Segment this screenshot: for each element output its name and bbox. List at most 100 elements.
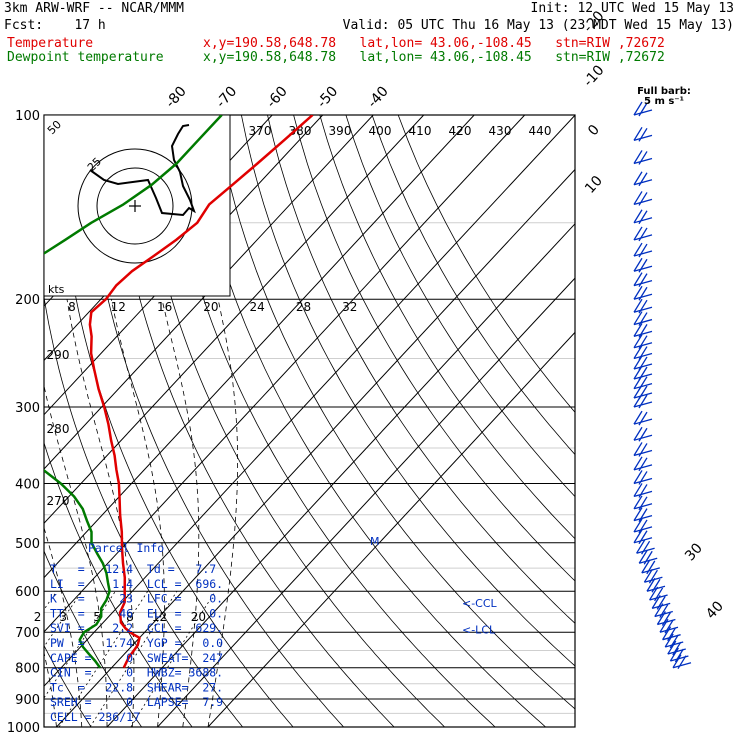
isotherm-line <box>207 331 575 727</box>
lcl-marker: <-LCL <box>462 624 496 637</box>
dry-adiabat <box>293 115 575 582</box>
isotherm-label: -80 <box>163 83 190 111</box>
wind-barb <box>633 384 653 400</box>
moist-adiabat <box>44 384 108 727</box>
dry-adiabat <box>44 644 92 727</box>
dry-adiabat <box>214 115 575 710</box>
parcel-info-row: T = 12.4 Td = 7.7 <box>50 562 216 576</box>
isotherm-label: -70 <box>213 83 240 111</box>
dry-adiabat <box>84 115 344 727</box>
theta-label: 390 <box>329 124 352 138</box>
wind-barb <box>633 495 653 511</box>
isotherm-label: -50 <box>314 83 341 111</box>
isotherm-label: 30 <box>682 540 706 564</box>
isotherm-label: -10 <box>580 62 607 90</box>
wind-barb <box>633 311 653 326</box>
moist-adiabat <box>161 299 200 727</box>
wind-barb <box>633 298 653 314</box>
mixing-ratio-label: 5 <box>93 610 101 624</box>
wind-barb <box>633 345 653 360</box>
isotherm-label: -20 <box>580 8 607 36</box>
theta-label: 400 <box>369 124 392 138</box>
hodograph-speed-label: 16 <box>157 300 172 314</box>
wind-barb <box>633 226 653 242</box>
dry-adiabat <box>44 441 193 727</box>
dry-adiabat <box>371 115 575 456</box>
isotherm-label: 10 <box>582 173 606 197</box>
mixing-ratio-line <box>130 590 216 727</box>
parcel-info-row: Tc = 22.8 SHEAR= 27. <box>50 680 223 694</box>
hodograph-speed-label: 24 <box>250 300 265 314</box>
mixing-ratio-label: 12 <box>152 610 167 624</box>
wind-barb <box>633 171 653 187</box>
dewpoint-location-info: x,y=190.58,648.78 lat,lon= 43.06,-108.45… <box>203 50 665 65</box>
parcel-info-row: CELL = 236/17 <box>50 710 140 724</box>
pressure-tick-label: 100 <box>15 109 40 124</box>
pressure-tick-label: 600 <box>15 585 40 600</box>
isotherm-line <box>44 115 526 633</box>
hodograph-speed-label: 28 <box>296 300 311 314</box>
mixing-ratio-label: 8 <box>126 610 134 624</box>
theta-label: 420 <box>449 124 472 138</box>
isotherm-line <box>106 223 575 727</box>
pressure-tick-label: 300 <box>15 401 40 416</box>
moist-adiabat <box>207 299 238 727</box>
wind-barb <box>633 518 653 534</box>
wind-barb <box>638 549 658 565</box>
wind-barb <box>633 456 653 472</box>
isotherm-label: 0 <box>585 122 603 139</box>
wind-barb <box>633 285 653 301</box>
pressure-tick-label: 1000 <box>7 721 40 736</box>
dry-adiabat <box>267 115 575 624</box>
theta-label: 370 <box>249 124 272 138</box>
wind-barb <box>633 334 653 350</box>
wind-barb <box>633 529 653 545</box>
pressure-tick-label: 800 <box>15 662 40 677</box>
dry-adiabat <box>136 115 445 727</box>
wind-barb <box>633 257 653 273</box>
temperature-profile-line <box>88 115 314 669</box>
mixing-ratio-line <box>58 590 149 727</box>
parcel-info-row: PW = 1.74 YGP = 0.0 <box>50 636 223 650</box>
moist-adiabat <box>66 299 135 727</box>
dry-adiabat <box>397 115 575 413</box>
parcel-info-row: CAPE = 0 SWEAT= 247 <box>50 651 223 665</box>
wind-barb <box>641 559 660 575</box>
isotherm-line <box>44 115 374 470</box>
dry-adiabat <box>110 115 395 727</box>
parcel-info-title: Parcel Info <box>88 541 164 555</box>
wind-barb <box>633 470 653 485</box>
theta-label: 280 <box>47 422 70 436</box>
wind-barb <box>633 126 653 142</box>
dewpoint-profile-line <box>44 115 223 669</box>
dry-adiabat <box>58 115 294 727</box>
mid-level-marker: M <box>370 535 380 548</box>
wind-barb <box>633 191 653 206</box>
wind-barb <box>633 101 653 117</box>
init-time: Init: 12 UTC Wed 15 May 13 <box>530 1 735 16</box>
hodograph-speed-label: 12 <box>111 300 126 314</box>
temperature-location-info: x,y=190.58,648.78 lat,lon= 43.06,-108.45… <box>203 36 665 51</box>
dewpoint-legend-label: Dewpoint temperature <box>7 50 164 65</box>
theta-label: 270 <box>47 494 70 508</box>
moist-adiabat <box>44 650 57 727</box>
wind-barb <box>633 323 653 338</box>
dry-adiabat <box>162 115 496 727</box>
mixing-ratio-line <box>89 590 178 727</box>
barb-legend-line1: Full barb: <box>637 86 691 97</box>
dry-adiabat <box>188 115 546 727</box>
hodograph-unit-label: kts <box>48 283 65 296</box>
pressure-tick-label: 900 <box>15 693 40 708</box>
parcel-info-row: SREH = 0 LAPSE= 7.9 <box>50 695 223 709</box>
pressure-tick-label: 200 <box>15 293 40 308</box>
dry-adiabat <box>345 115 575 498</box>
parcel-info-panel: Parcel Info T = 12.4 Td = 7.7LI = 1.4 LC… <box>50 541 223 724</box>
dry-adiabat <box>44 294 243 727</box>
mixing-ratio-label: 3 <box>59 610 67 624</box>
isotherm-line <box>56 168 575 727</box>
hodograph-speed-label: 8 <box>68 300 76 314</box>
parcel-info-row: CIN = 0 HWBZ= 3688. <box>50 666 223 680</box>
isotherm-label: -60 <box>264 83 291 111</box>
wind-barb <box>633 209 653 225</box>
wind-barb <box>633 483 653 498</box>
